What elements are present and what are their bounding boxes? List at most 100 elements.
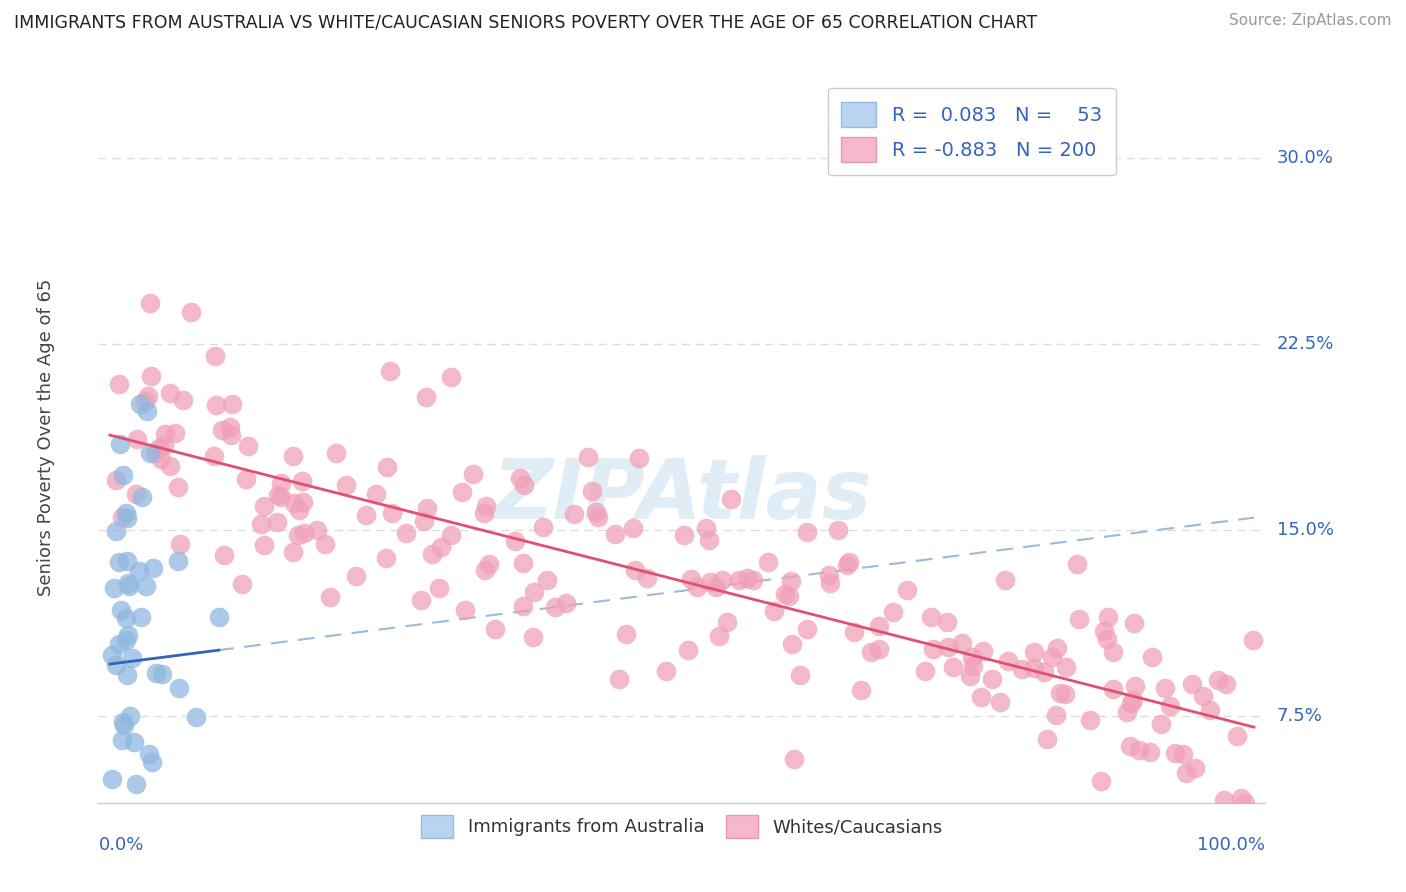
Point xyxy=(585,506,607,520)
Point xyxy=(138,747,160,761)
Point xyxy=(344,568,367,582)
Point xyxy=(1175,766,1198,780)
Text: ZIPAtlas: ZIPAtlas xyxy=(492,455,872,536)
Point xyxy=(314,537,336,551)
Point xyxy=(478,557,501,571)
Point xyxy=(972,643,994,657)
Point xyxy=(1139,745,1161,759)
Point xyxy=(1164,746,1187,760)
Point xyxy=(969,690,991,704)
Point xyxy=(150,451,173,466)
Point xyxy=(607,672,630,686)
Point xyxy=(796,524,818,539)
Point xyxy=(131,609,153,624)
Point xyxy=(1054,660,1077,674)
Point xyxy=(105,524,128,538)
Point xyxy=(121,651,143,665)
Point xyxy=(134,393,156,408)
Point xyxy=(818,568,841,582)
Point xyxy=(212,548,235,562)
Point xyxy=(167,681,190,695)
Point xyxy=(266,515,288,529)
Text: 0.0%: 0.0% xyxy=(98,836,143,854)
Point xyxy=(1212,793,1234,807)
Point xyxy=(603,527,626,541)
Point xyxy=(988,695,1011,709)
Point xyxy=(775,587,797,601)
Point xyxy=(1092,624,1115,639)
Point xyxy=(287,527,309,541)
Point xyxy=(576,450,599,464)
Point xyxy=(121,821,143,835)
Point xyxy=(475,500,498,514)
Point xyxy=(699,574,721,589)
Point xyxy=(789,667,811,681)
Point xyxy=(107,555,129,569)
Point xyxy=(291,474,314,488)
Point xyxy=(994,573,1017,587)
Point xyxy=(202,449,225,463)
Point xyxy=(896,583,918,598)
Point xyxy=(150,667,173,681)
Point xyxy=(796,623,818,637)
Point xyxy=(763,604,786,618)
Point xyxy=(716,615,738,629)
Point xyxy=(409,593,432,607)
Point xyxy=(554,596,576,610)
Point xyxy=(204,349,226,363)
Point xyxy=(281,450,304,464)
Point xyxy=(484,622,506,636)
Point xyxy=(395,525,418,540)
Point xyxy=(1119,739,1142,754)
Point xyxy=(512,556,534,570)
Point xyxy=(838,555,860,569)
Point xyxy=(100,821,122,835)
Point xyxy=(139,296,162,310)
Point xyxy=(380,364,402,378)
Point xyxy=(270,475,292,490)
Point xyxy=(942,660,965,674)
Text: 7.5%: 7.5% xyxy=(1277,707,1323,725)
Point xyxy=(145,666,167,681)
Point xyxy=(935,615,957,630)
Point xyxy=(236,439,259,453)
Point xyxy=(112,717,135,731)
Point xyxy=(849,683,872,698)
Point xyxy=(727,573,749,587)
Point xyxy=(292,494,315,508)
Point xyxy=(122,735,145,749)
Point xyxy=(115,633,138,648)
Point xyxy=(522,630,544,644)
Point xyxy=(1097,609,1119,624)
Point xyxy=(1234,796,1257,810)
Point xyxy=(105,473,128,487)
Point xyxy=(720,492,742,507)
Point xyxy=(1046,640,1069,655)
Point xyxy=(531,520,554,534)
Point xyxy=(427,582,450,596)
Text: 15.0%: 15.0% xyxy=(1277,521,1333,539)
Point xyxy=(148,442,170,456)
Point xyxy=(118,821,141,835)
Point xyxy=(176,820,198,834)
Point xyxy=(1022,645,1045,659)
Point xyxy=(283,495,305,509)
Point xyxy=(101,648,124,662)
Point xyxy=(110,602,132,616)
Point xyxy=(1123,679,1146,693)
Legend: Immigrants from Australia, Whites/Caucasians: Immigrants from Australia, Whites/Caucas… xyxy=(413,807,950,845)
Point xyxy=(868,641,890,656)
Point xyxy=(536,573,558,587)
Point xyxy=(250,516,273,531)
Point xyxy=(920,610,942,624)
Point xyxy=(138,446,160,460)
Point xyxy=(1102,681,1125,696)
Point xyxy=(672,527,695,541)
Text: 100.0%: 100.0% xyxy=(1198,836,1265,854)
Point xyxy=(231,576,253,591)
Point xyxy=(104,657,127,672)
Point xyxy=(139,369,162,384)
Point xyxy=(125,486,148,500)
Point xyxy=(167,480,190,494)
Point xyxy=(509,471,531,485)
